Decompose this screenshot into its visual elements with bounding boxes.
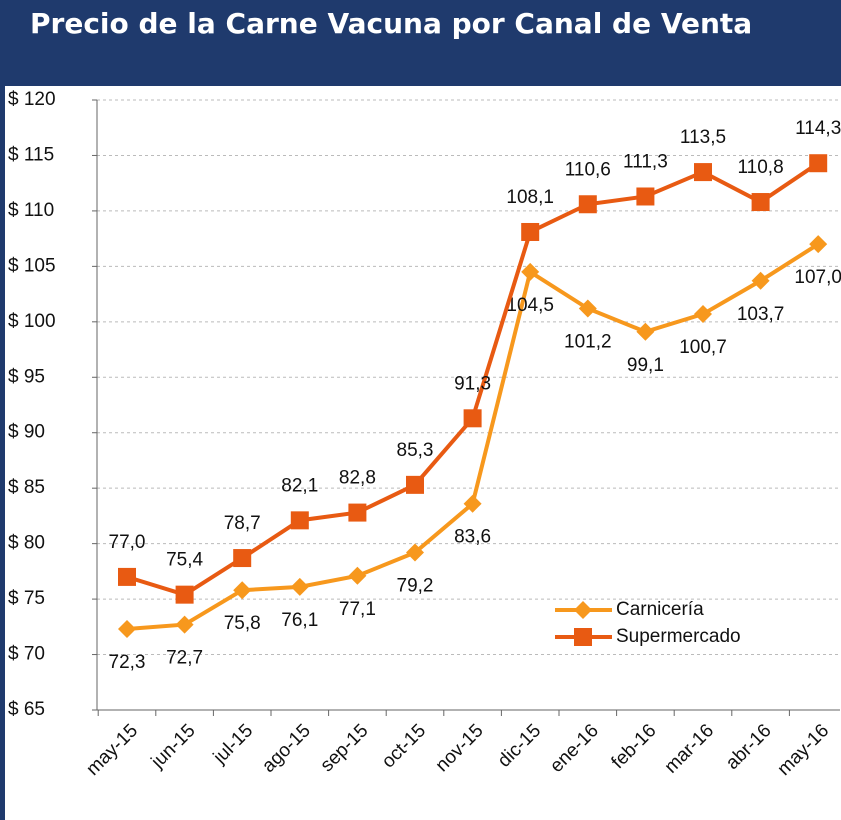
y-tick-label: $ 90 (8, 422, 45, 443)
marker (694, 163, 712, 182)
marker (521, 222, 540, 241)
chart-title: Precio de la Carne Vacuna por Canal de V… (30, 7, 753, 40)
marker (521, 262, 540, 281)
marker (809, 235, 828, 254)
marker (175, 615, 194, 634)
marker (118, 567, 136, 586)
data-label: 108,1 (506, 187, 554, 208)
marker (118, 620, 136, 639)
data-label: 76,1 (281, 610, 318, 631)
y-tick-label: $ 105 (8, 255, 56, 276)
marker (348, 503, 367, 522)
marker (751, 271, 770, 290)
x-tick-label: jul-15 (209, 720, 257, 768)
x-tick-label: may-16 (774, 720, 834, 780)
x-tick-label: may-15 (82, 720, 142, 780)
marker (175, 585, 194, 604)
data-label: 75,4 (166, 550, 203, 571)
data-label: 114,3 (795, 118, 841, 139)
marker (290, 577, 309, 596)
x-tick-label: feb-16 (608, 720, 661, 773)
y-tick-label: $ 110 (8, 200, 54, 221)
header: Precio de la Carne Vacuna por Canal de V… (0, 0, 841, 86)
legend-label: Supermercado (616, 626, 741, 647)
data-label: 82,1 (281, 475, 318, 496)
marker (463, 494, 482, 513)
data-label: 91,3 (454, 373, 491, 394)
marker (578, 195, 597, 214)
y-tick-label: $ 80 (8, 533, 45, 554)
data-label: 83,6 (454, 527, 491, 548)
data-label: 101,2 (564, 332, 612, 353)
x-tick-label: mar-16 (661, 720, 718, 777)
y-tick-label: $ 70 (8, 644, 45, 665)
marker (809, 154, 828, 173)
data-label: 82,8 (339, 468, 376, 489)
y-tick-label: $ 100 (8, 311, 56, 332)
data-label: 77,0 (109, 532, 146, 553)
x-tick-label: abr-16 (722, 720, 776, 774)
x-tick-label: jun-15 (147, 720, 200, 773)
marker (406, 543, 424, 562)
data-label: 104,5 (506, 295, 554, 316)
marker (636, 322, 655, 341)
data-label: 75,8 (224, 613, 261, 634)
y-tick-label: $ 95 (8, 366, 45, 387)
border (0, 86, 5, 820)
data-label: 99,1 (627, 355, 664, 376)
data-label: 79,2 (397, 576, 434, 597)
x-tick-label: dic-15 (494, 720, 545, 771)
data-label: 103,7 (737, 304, 785, 325)
data-label: 111,3 (623, 152, 668, 173)
y-tick-label: $ 75 (8, 588, 45, 609)
marker (578, 299, 597, 318)
data-label: 100,7 (679, 337, 727, 358)
marker (290, 511, 309, 530)
marker (406, 475, 424, 494)
data-label: 77,1 (339, 599, 376, 620)
data-label: 72,7 (166, 648, 203, 669)
data-label: 107,0 (794, 267, 841, 288)
marker (751, 193, 770, 212)
y-tick-label: $ 85 (8, 477, 45, 498)
marker (574, 601, 592, 619)
data-label: 113,5 (680, 127, 726, 148)
data-label: 110,8 (738, 157, 784, 178)
marker (233, 549, 252, 568)
legend-label: Carnicería (616, 599, 704, 620)
y-tick-label: $ 120 (8, 89, 56, 110)
x-tick-label: ene-16 (546, 720, 603, 777)
marker (348, 566, 367, 585)
marker (233, 581, 252, 600)
y-tick-label: $ 115 (8, 144, 54, 165)
x-tick-label: sep-15 (317, 720, 373, 776)
x-tick-label: oct-15 (378, 720, 430, 772)
data-label: 78,7 (224, 513, 261, 534)
x-tick-label: ago-15 (258, 720, 315, 777)
data-label: 72,3 (109, 652, 146, 673)
marker (574, 628, 592, 646)
x-tick-label: nov-15 (432, 720, 488, 776)
data-label: 110,6 (565, 159, 611, 180)
data-label: 85,3 (397, 440, 434, 461)
y-tick-label: $ 65 (8, 699, 45, 720)
marker (463, 409, 482, 428)
marker (694, 305, 712, 324)
series-line (126, 242, 820, 632)
marker (636, 187, 655, 206)
